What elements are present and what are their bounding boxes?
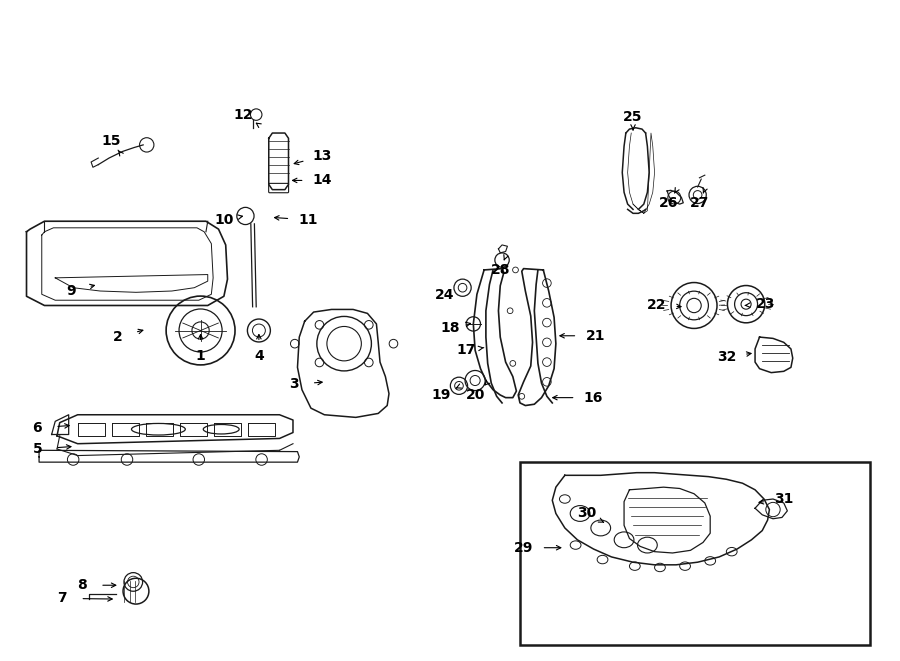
Text: 3: 3 — [289, 377, 299, 391]
Text: 31: 31 — [774, 492, 794, 506]
Text: 10: 10 — [214, 213, 234, 227]
Text: 26: 26 — [659, 196, 679, 210]
Text: 5: 5 — [32, 442, 42, 456]
Text: 20: 20 — [465, 388, 485, 402]
Text: 29: 29 — [514, 541, 534, 555]
Text: 25: 25 — [624, 110, 643, 124]
Text: 7: 7 — [58, 592, 68, 605]
Text: 27: 27 — [689, 196, 709, 210]
Text: 12: 12 — [234, 108, 254, 122]
Text: 24: 24 — [435, 288, 454, 302]
Text: 14: 14 — [313, 173, 332, 188]
Text: 19: 19 — [431, 388, 451, 402]
Text: 21: 21 — [586, 329, 605, 343]
Text: 16: 16 — [584, 391, 603, 405]
Text: 1: 1 — [195, 348, 205, 362]
Text: 18: 18 — [440, 321, 460, 335]
Text: 22: 22 — [646, 299, 666, 313]
Text: 2: 2 — [113, 330, 123, 344]
Text: 4: 4 — [254, 348, 264, 362]
Text: 32: 32 — [716, 350, 736, 364]
Bar — [520, 462, 870, 645]
Text: 23: 23 — [756, 297, 776, 311]
Text: 28: 28 — [491, 263, 510, 277]
Text: 6: 6 — [32, 421, 42, 435]
Text: 17: 17 — [456, 343, 476, 357]
Text: 8: 8 — [77, 578, 87, 592]
Text: 13: 13 — [313, 149, 332, 163]
Text: 30: 30 — [577, 506, 596, 520]
Text: 15: 15 — [101, 134, 121, 148]
Text: 9: 9 — [67, 284, 76, 298]
Text: 11: 11 — [299, 213, 318, 227]
